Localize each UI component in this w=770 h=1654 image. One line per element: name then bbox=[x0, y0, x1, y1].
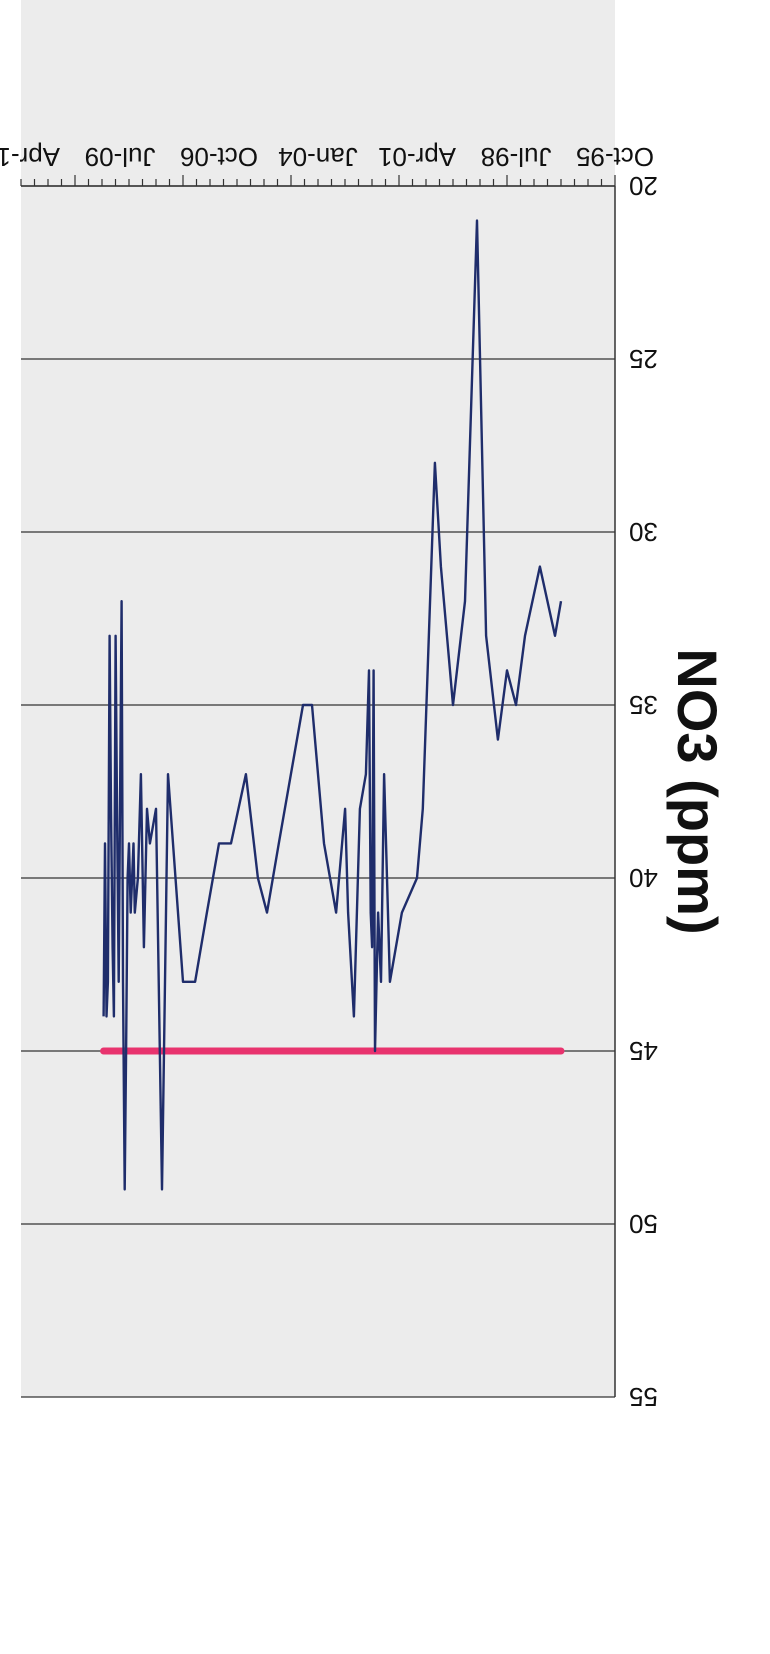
y-tick-label: 40 bbox=[629, 863, 658, 893]
x-tick-label: Jan-04 bbox=[278, 142, 358, 172]
axes bbox=[20, 175, 616, 1397]
x-tick-label: Oct-95 bbox=[576, 142, 654, 172]
y-tick-label: 25 bbox=[629, 344, 658, 374]
x-tick-label: Apr-01 bbox=[378, 142, 456, 172]
series-line-no3 bbox=[102, 219, 563, 1191]
y-tick-label: 30 bbox=[629, 517, 658, 547]
x-tick-label: Apr-12 bbox=[0, 142, 60, 172]
y-tick-label: 50 bbox=[629, 1209, 658, 1239]
x-tick-label: Jul-09 bbox=[85, 142, 156, 172]
tick-labels: 20 25 30 35 40 45 50 55 Oct-95 Jul-98 Apr-01 Jan-04… bbox=[0, 142, 658, 1412]
y-axis-title: NO3 (ppm) bbox=[666, 648, 729, 934]
x-tick-label: Oct-06 bbox=[180, 142, 258, 172]
y-tick-label: 20 bbox=[629, 171, 658, 201]
series-group bbox=[102, 219, 563, 1191]
y-tick-label: 35 bbox=[629, 690, 658, 720]
y-tick-label: 55 bbox=[629, 1382, 658, 1412]
x-tick-label: Jul-98 bbox=[481, 142, 552, 172]
y-tick-label: 45 bbox=[629, 1036, 658, 1066]
